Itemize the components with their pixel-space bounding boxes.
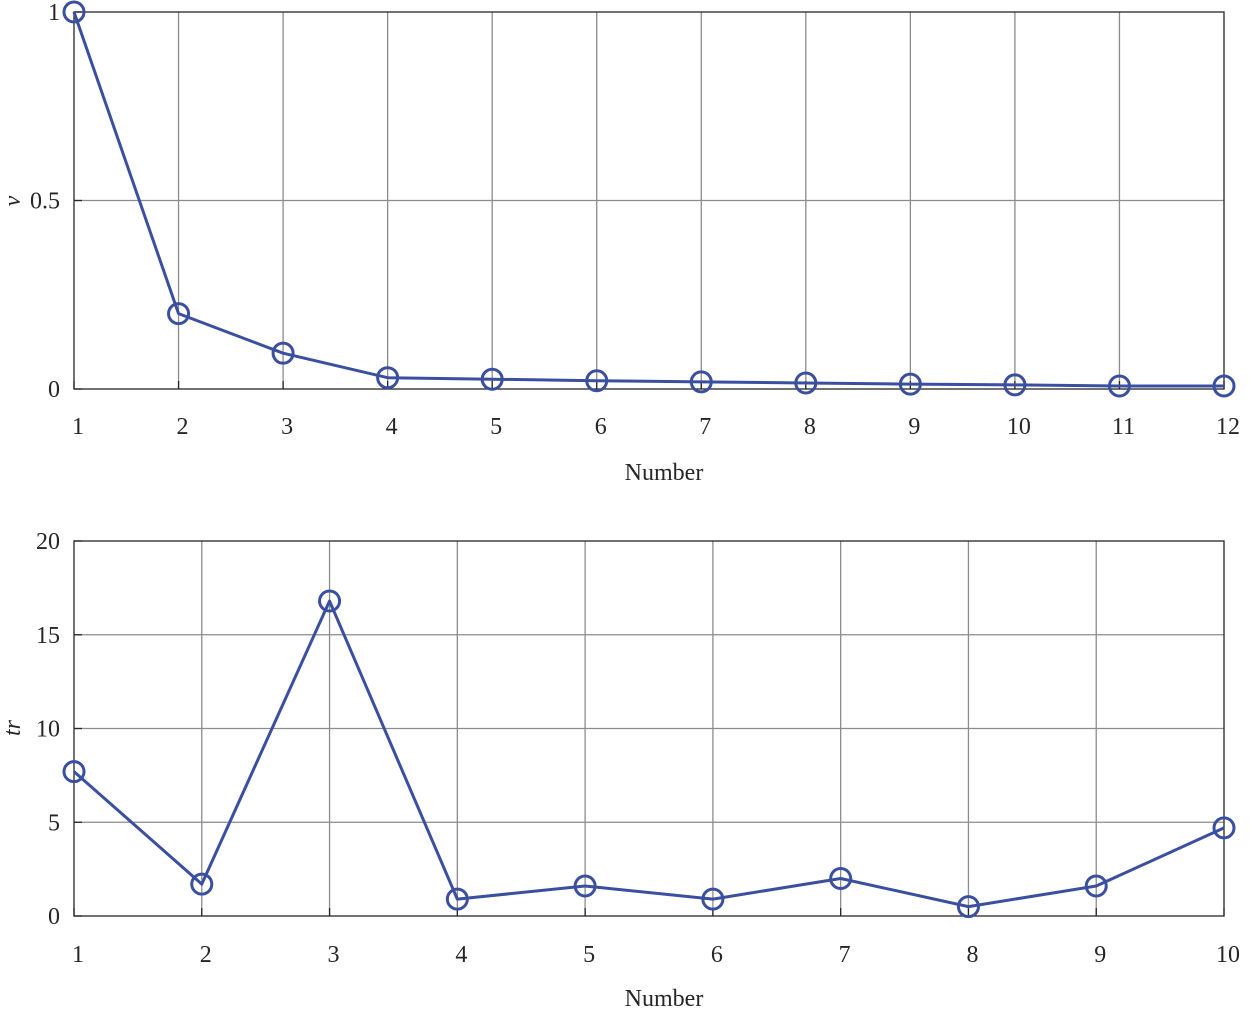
- bottom-data-point: [1212, 816, 1236, 840]
- top-y-ticks: 00.51: [30, 0, 60, 403]
- bottom-data-point: [190, 872, 214, 896]
- bottom-y-tick-label: 0: [48, 904, 60, 930]
- top-x-tick-label: 7: [699, 414, 711, 440]
- top-x-axis-label: Number: [625, 460, 704, 486]
- bottom-series-tr: [62, 589, 1236, 919]
- bottom-data-point: [318, 589, 342, 613]
- top-x-tick-label: 3: [281, 414, 293, 440]
- bottom-x-tick-label: 10: [1216, 942, 1240, 968]
- top-x-tick-label: 5: [490, 414, 502, 440]
- bottom-y-tick-label: 20: [36, 529, 60, 555]
- bottom-data-point: [956, 895, 980, 919]
- top-data-point: [689, 370, 713, 394]
- top-data-point: [1212, 374, 1236, 398]
- bottom-y-tick-label: 10: [36, 717, 60, 743]
- bottom-x-tick-label: 3: [328, 942, 340, 968]
- top-x-tick-label: 9: [908, 414, 920, 440]
- bottom-x-tick-label: 9: [1094, 942, 1106, 968]
- bottom-x-tick-label: 2: [200, 942, 212, 968]
- top-series-line: [72, 11, 1224, 388]
- top-data-point: [376, 366, 400, 390]
- bottom-grid: [73, 540, 1225, 917]
- top-y-axis-label: v: [0, 195, 26, 206]
- bottom-x-ticks: 1 2 3 4 5 6 7 8 9 10: [72, 942, 1240, 968]
- top-y-tick-label: 0: [48, 377, 60, 403]
- top-x-tick-label: 2: [177, 414, 189, 440]
- bottom-chart-tr: 1 2 3 4 5 6 7 8 9 10 0 5 10 15 20 Number tr: [0, 529, 1240, 1012]
- top-x-ticks: 1 2 3 4 5 6 7 8 9 10 11 12: [72, 414, 1240, 440]
- bottom-data-point: [1084, 874, 1108, 898]
- bottom-y-tick-label: 5: [48, 810, 60, 836]
- bottom-x-tick-label: 5: [583, 942, 595, 968]
- top-data-point: [480, 367, 504, 391]
- top-x-tick-label: 10: [1007, 414, 1031, 440]
- top-y-tick-label: 1: [48, 0, 60, 26]
- bottom-series-line: [73, 599, 1225, 909]
- top-y-tick-label: 0.5: [30, 189, 60, 215]
- bottom-x-tick-label: 7: [839, 942, 851, 968]
- top-grid: [73, 11, 1225, 390]
- bottom-data-point: [701, 887, 725, 911]
- bottom-y-tick-label: 15: [36, 623, 60, 649]
- top-series-v: [62, 0, 1236, 398]
- top-chart-v: 1 2 3 4 5 6 7 8 9 10 11 12 00.51 Number v: [0, 0, 1240, 486]
- top-data-point: [794, 371, 818, 395]
- top-x-tick-label: 4: [386, 414, 398, 440]
- bottom-axes-frame: [73, 540, 1225, 917]
- top-data-point: [271, 341, 295, 365]
- bottom-x-tick-label: 1: [72, 942, 84, 968]
- top-x-tick-label: 1: [72, 414, 84, 440]
- top-x-tick-label: 6: [595, 414, 607, 440]
- top-x-tick-label: 11: [1112, 414, 1135, 440]
- bottom-x-tick-label: 6: [711, 942, 723, 968]
- top-data-point: [167, 302, 191, 326]
- top-x-tick-label: 8: [804, 414, 816, 440]
- top-data-point: [1003, 373, 1027, 397]
- top-x-tick-label: 12: [1216, 414, 1240, 440]
- bottom-x-tick-label: 8: [966, 942, 978, 968]
- top-data-point: [585, 369, 609, 393]
- bottom-data-point: [573, 874, 597, 898]
- bottom-data-point: [62, 760, 86, 784]
- bottom-x-axis-label: Number: [625, 986, 704, 1012]
- top-data-point: [1107, 374, 1131, 398]
- bottom-data-point: [829, 867, 853, 890]
- bottom-x-tick-label: 4: [455, 942, 467, 968]
- top-data-point: [62, 0, 86, 24]
- top-data-point: [898, 372, 922, 396]
- top-axes-frame: [73, 11, 1225, 390]
- bottom-y-axis-label: tr: [0, 719, 26, 736]
- bottom-data-point: [445, 887, 469, 911]
- bottom-y-ticks: 0 5 10 15 20: [36, 529, 60, 930]
